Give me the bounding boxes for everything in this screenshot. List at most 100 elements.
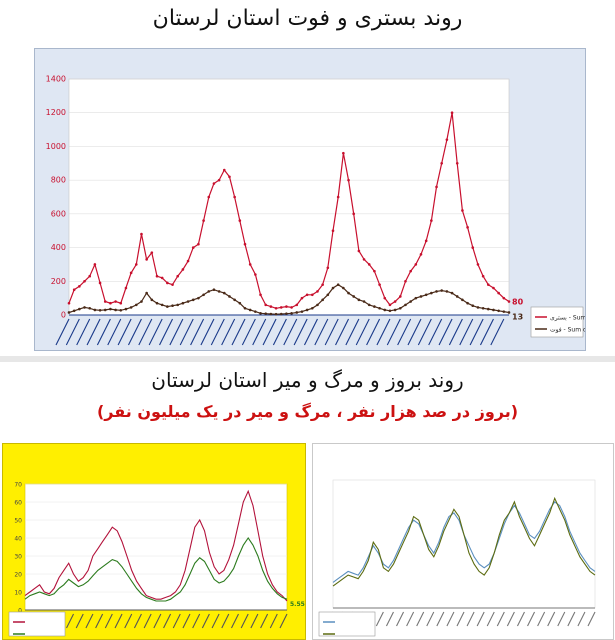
x-category-label [506,611,515,627]
x-category-label [417,318,432,346]
data-point [67,311,71,314]
y-tick-label: 60 [14,500,22,507]
data-point [455,295,459,298]
data-point [103,300,107,303]
x-category-label [138,318,153,346]
data-point [140,232,143,236]
legend-entry: فوت - Sum of [550,327,585,334]
y-tick-label: 600 [51,209,66,218]
data-point [129,271,133,275]
data-point [419,295,423,298]
x-category-label [117,318,132,346]
x-category-label [466,611,475,627]
data-point [471,304,475,308]
y-tick-label: 200 [51,277,66,286]
data-point [300,310,304,313]
data-point [316,303,319,307]
x-category-label [516,611,525,627]
data-point [160,303,164,307]
x-category-label [241,318,256,346]
x-category-label [172,613,181,629]
y-tick-label: 40 [14,536,22,543]
y-tick-label: 400 [51,243,66,252]
x-category-label [577,611,586,627]
x-category-label [169,318,184,346]
data-point [430,219,433,222]
data-point [435,185,438,189]
legend [318,611,376,637]
data-point [352,212,356,216]
data-point [419,253,423,256]
x-category-label [76,318,91,346]
y-tick-label: 800 [51,176,66,185]
data-point [233,298,236,302]
data-point [352,295,356,298]
x-category-label [96,318,111,346]
y-tick-label: 70 [14,482,22,489]
data-point [305,308,309,312]
data-point [264,303,268,307]
data-point [114,300,117,303]
data-point [357,249,361,253]
x-category-label [221,318,236,346]
data-point [285,312,288,315]
data-point [450,111,454,115]
x-category-label [272,318,287,346]
data-point [176,274,180,278]
x-category-label [446,611,455,627]
data-point [367,263,371,266]
x-category-label [406,611,415,627]
data-point [202,293,205,297]
data-point [497,309,500,313]
data-point [150,298,154,302]
data-point [186,259,190,263]
data-point [486,307,490,311]
x-category-label [428,318,443,346]
data-point [238,219,242,222]
data-point [378,306,381,310]
data-point [228,295,231,298]
data-point [212,182,216,185]
x-category-label [527,611,536,627]
x-category-label [252,318,267,346]
x-category-label [66,613,75,629]
y-tick-label: 1200 [46,108,66,117]
x-category-label [314,318,329,346]
x-category-label [182,613,191,629]
data-point [191,298,195,302]
data-point [217,178,221,182]
data-point [373,305,376,308]
data-point [466,226,469,229]
y-tick-label: 1400 [46,75,66,84]
data-point [217,290,221,293]
data-point [83,306,86,309]
x-category-label [279,613,288,629]
data-point [212,288,216,292]
x-category-label [133,613,142,629]
data-point [476,263,480,266]
line-chart-1: 0 200 400 600 800 1000 1200 1400 80 13 بستری - Sum… [46,75,585,346]
data-point [357,298,361,302]
x-category-label [221,613,230,629]
x-category-label [476,611,485,627]
data-point [398,306,402,310]
x-category-label [486,611,495,627]
data-point [67,301,71,305]
data-point [243,306,247,310]
x-category-label [153,613,162,629]
data-point [362,300,366,303]
x-category-label [366,318,381,346]
data-point [295,311,299,314]
data-point [72,288,76,292]
x-category-label [230,613,239,629]
x-category-label [385,611,394,627]
plot-area [24,483,288,611]
data-point [197,242,200,246]
x-category-label [179,318,194,346]
data-point [404,279,407,283]
data-point [186,300,190,303]
data-point [166,305,169,308]
data-point [502,296,506,300]
data-point [98,308,102,312]
data-point [404,303,407,307]
